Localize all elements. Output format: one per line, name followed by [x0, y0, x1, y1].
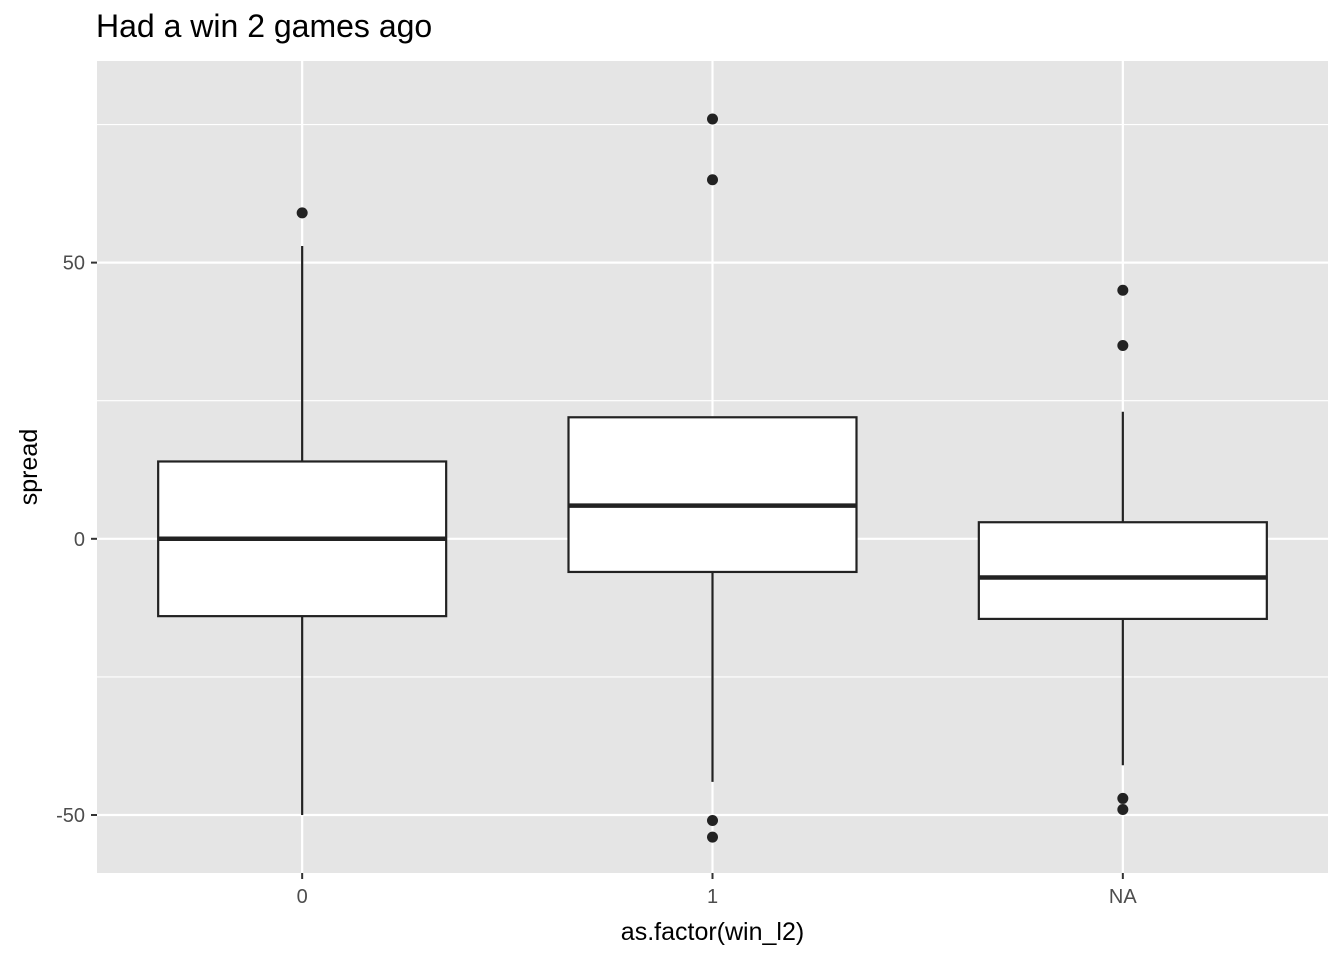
outlier-point — [707, 113, 718, 125]
outlier-point — [1117, 803, 1129, 815]
x-tick-label: 0 — [297, 886, 308, 908]
outlier-point — [707, 174, 718, 186]
outlier-point — [1117, 284, 1129, 296]
outlier-point — [296, 207, 308, 219]
y-axis: -50 0 50 — [56, 253, 97, 827]
chart-title: Had a win 2 games ago — [96, 8, 433, 44]
box-1 — [567, 113, 858, 843]
outlier-point — [1117, 339, 1129, 351]
x-tick-label: NA — [1109, 886, 1137, 908]
x-axis: 0 1 NA — [297, 873, 1137, 908]
outlier-point — [707, 831, 718, 843]
box-iqr — [977, 521, 1268, 621]
y-tick-label: 0 — [74, 529, 85, 551]
box-NA — [977, 284, 1268, 815]
outlier-point — [707, 815, 718, 827]
outlier-point — [1117, 792, 1129, 804]
box-0 — [157, 207, 448, 815]
x-tick-label: 1 — [707, 886, 718, 908]
x-axis-title: as.factor(win_l2) — [621, 918, 804, 946]
boxes-layer — [157, 113, 1268, 843]
y-tick-label: 50 — [63, 253, 85, 275]
y-tick-label: -50 — [56, 805, 85, 827]
y-axis-title: spread — [15, 429, 43, 505]
box-iqr — [567, 416, 858, 574]
